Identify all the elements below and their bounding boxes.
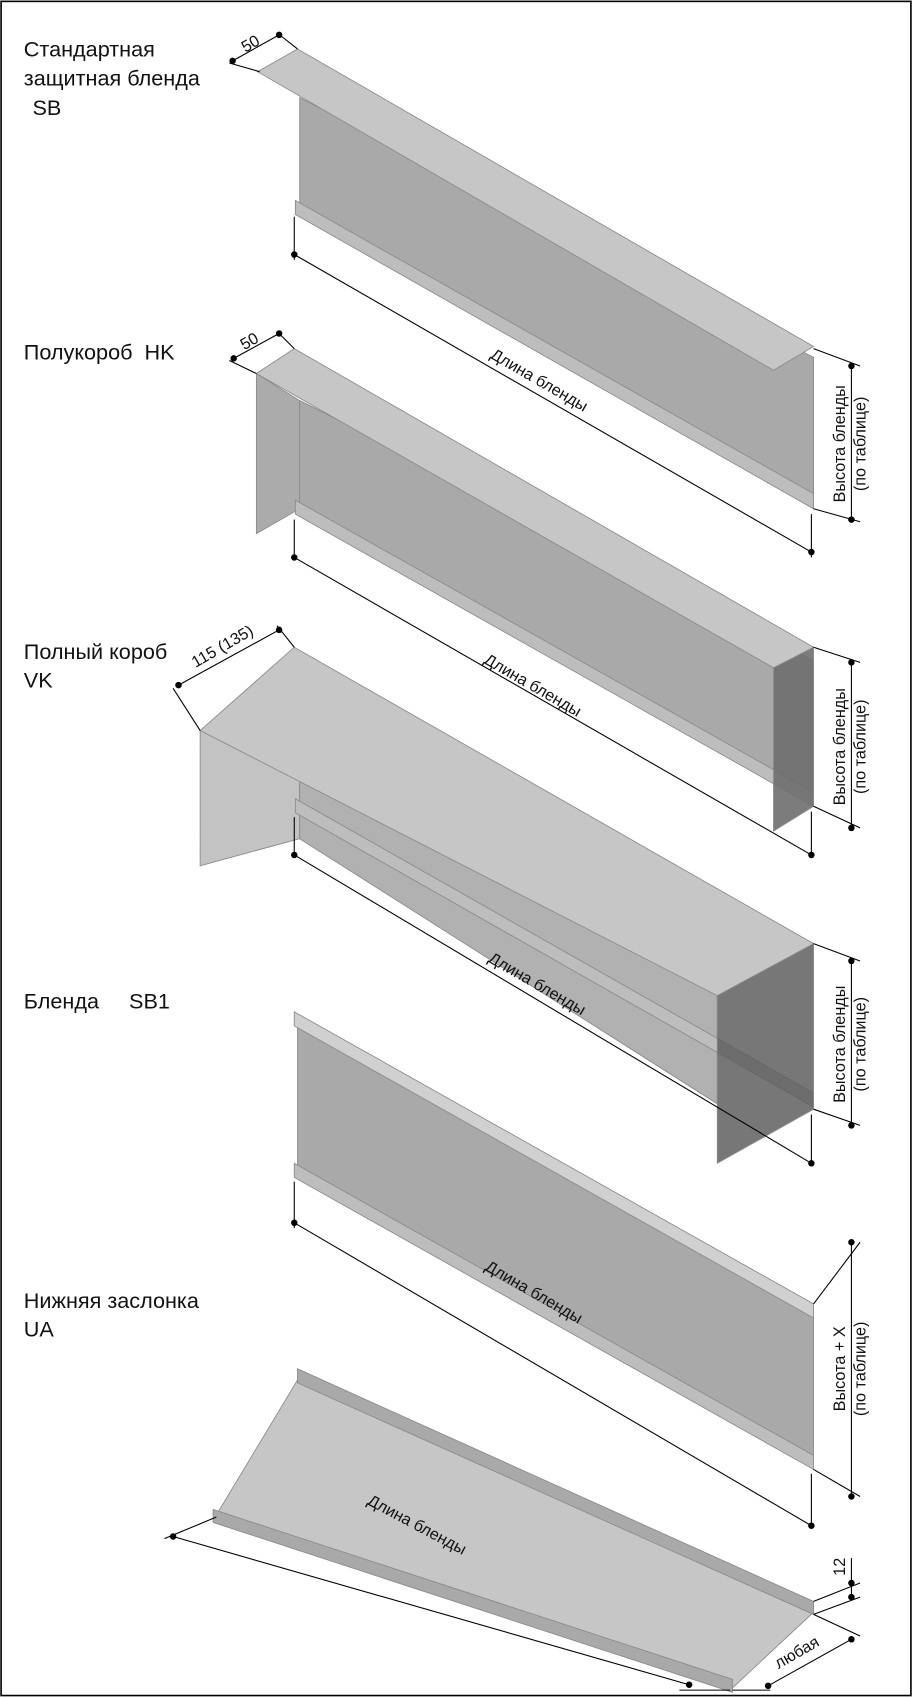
dimension-dot <box>848 516 855 523</box>
dimension-dot <box>291 251 298 258</box>
dimension-dot <box>848 1493 855 1500</box>
dimension-dot <box>229 57 236 65</box>
height-label: (по таблице) <box>851 1322 869 1417</box>
dimension-dot <box>848 1239 855 1246</box>
dimension-line <box>293 556 812 856</box>
height-label: (по таблице) <box>851 997 869 1092</box>
height-label: (по таблице) <box>851 397 869 492</box>
dimensions <box>164 31 861 1691</box>
lip-label: 12 <box>831 1558 849 1576</box>
dimension-line <box>293 1222 812 1527</box>
dimension-line <box>229 62 260 73</box>
dimension-dot <box>808 851 815 859</box>
dimension-dot <box>808 1160 815 1167</box>
dimension-dot <box>764 1682 772 1690</box>
dimension-line <box>813 1613 861 1637</box>
side-panel <box>255 372 301 535</box>
title: Бленда SB1 <box>24 989 170 1014</box>
dimension-line <box>813 1468 861 1497</box>
dimension-dot <box>848 824 855 832</box>
dimension-dot <box>291 1219 298 1227</box>
dimension-line <box>229 360 257 375</box>
title: защитная бленда <box>24 66 201 91</box>
dimension-dot <box>808 548 815 556</box>
dimension-line <box>276 625 295 648</box>
dimension-dot <box>848 362 855 370</box>
title: Нижняя заслонка <box>24 1288 200 1313</box>
title: UA <box>24 1316 55 1341</box>
title: VK <box>24 667 53 692</box>
title: Стандартная <box>24 37 155 62</box>
dimension-dot <box>848 1593 855 1601</box>
dimension-line <box>813 805 861 829</box>
dimension-dot <box>848 1636 855 1643</box>
dimension-line <box>172 688 201 731</box>
dimension-line <box>813 1241 861 1305</box>
top-rail <box>293 1011 814 1319</box>
title: Полукороб HK <box>24 339 175 364</box>
end-panel <box>773 646 814 832</box>
dimension-line <box>172 1535 690 1686</box>
dimension-line <box>233 333 280 359</box>
height-label: (по таблице) <box>851 699 869 794</box>
dimension-dot <box>275 626 283 634</box>
dimension-dot <box>169 1533 177 1540</box>
height-label: Высота + X <box>831 1326 849 1411</box>
dimension-line <box>232 34 280 62</box>
dimension-line <box>767 1638 852 1687</box>
dimension-line <box>276 330 295 350</box>
dimension-dot <box>808 1522 815 1529</box>
dimension-line <box>178 629 280 686</box>
top-flange <box>256 48 815 371</box>
height-label: Высота бленды <box>831 986 849 1103</box>
title: SB <box>32 95 61 120</box>
dimension-dot <box>848 957 855 965</box>
dimension-line <box>293 854 812 1164</box>
dimension-dot <box>175 681 182 689</box>
dimension-line <box>276 32 298 50</box>
dimension-dot <box>848 659 855 666</box>
drawings <box>199 48 815 1693</box>
dimension-dot <box>685 1681 693 1688</box>
dimension-dot <box>848 1122 855 1129</box>
title: Полный короб <box>24 639 167 664</box>
height-label: Высота бленды <box>831 688 849 805</box>
height-label: Высота бленды <box>831 385 849 502</box>
dimension-dot <box>291 851 298 859</box>
dimension-dot <box>291 554 298 561</box>
dimension-dot <box>230 355 237 362</box>
dimension-line <box>293 254 812 553</box>
